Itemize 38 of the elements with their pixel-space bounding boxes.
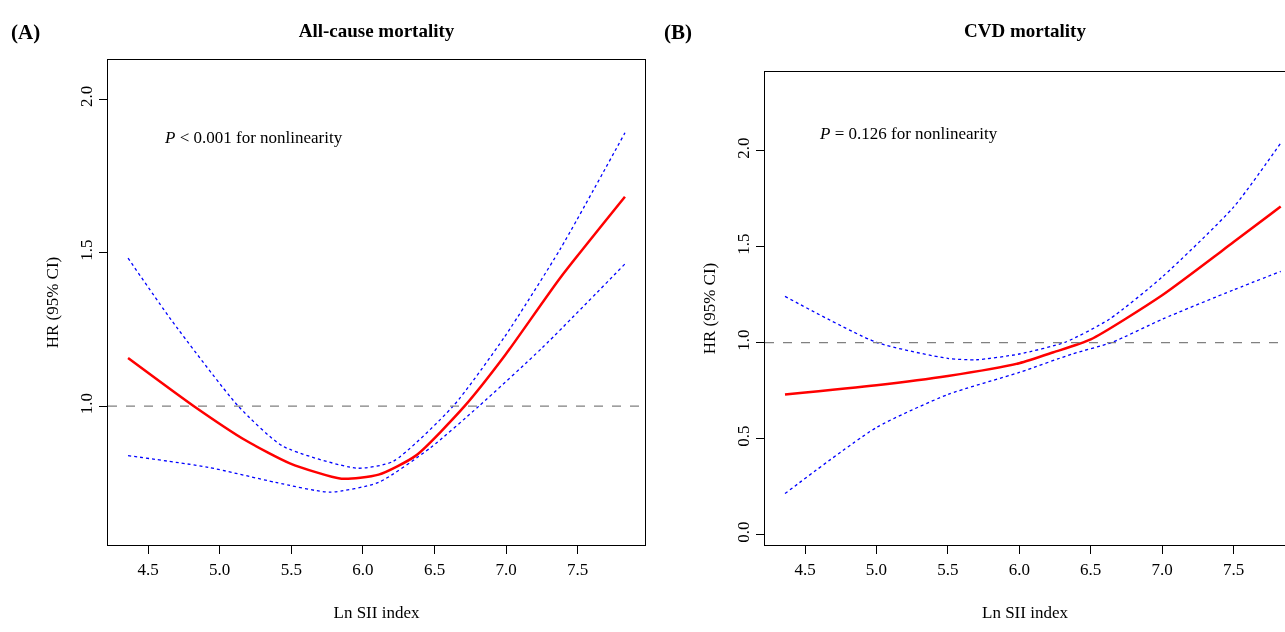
y-tick-label: 1.0 [76,393,96,415]
x-axis-title: Ln SII index [333,602,420,622]
annotation: P = 0.126 for nonlinearity [819,124,998,143]
x-tick-label: 7.5 [567,559,589,579]
x-tick-label: 7.0 [495,559,517,579]
y-tick-label: 1.5 [76,239,96,261]
y-tick-label: 2.0 [733,137,753,159]
y-tick-label: 1.5 [733,233,753,255]
x-tick-label: 7.5 [1222,559,1245,579]
x-tick-label: 4.5 [794,559,816,579]
x-tick-label: 6.0 [1008,559,1030,579]
y-tick-label: 0.5 [733,425,753,447]
y-axis-title: HR (95% CI) [42,256,62,349]
line-series [127,263,626,493]
chart-title: All-cause mortality [298,19,455,41]
line-series [783,205,1282,396]
text: (A) [11,20,41,44]
y-axis-title: HR (95% CI) [699,262,719,355]
y-tick-label: 0.0 [733,521,753,543]
x-tick-label: 5.0 [209,559,231,579]
x-tick-label: 4.5 [137,559,159,579]
x-tick-label: 6.0 [352,559,374,579]
x-axis-title: Ln SII index [982,602,1069,622]
y-tick-label: 1.0 [733,329,753,351]
line-series [784,142,1282,361]
x-tick-label: 6.5 [423,559,446,579]
y-tick-label: 2.0 [76,85,96,108]
chart-title: CVD mortality [964,19,1087,41]
line-series [126,195,627,481]
x-tick-label: 5.0 [865,559,888,579]
x-tick-label: 5.5 [937,559,959,579]
x-tick-label: 7.0 [1151,559,1173,579]
x-tick-label: 5.5 [280,559,302,579]
text: (B) [664,20,692,44]
line-series [127,132,626,469]
x-tick-label: 6.5 [1080,559,1102,579]
line-series [784,270,1282,495]
annotation: P < 0.001 for nonlinearity [164,128,343,147]
